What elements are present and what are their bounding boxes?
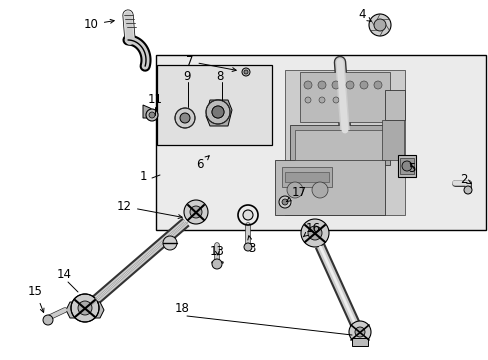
Circle shape (243, 210, 252, 220)
Circle shape (279, 196, 290, 208)
Bar (299, 72, 389, 122)
Text: 4: 4 (357, 8, 370, 21)
Bar (274, 160, 384, 215)
Circle shape (149, 112, 155, 118)
Circle shape (311, 182, 327, 198)
Bar (381, 120, 403, 160)
Text: 15: 15 (28, 285, 44, 312)
Circle shape (190, 206, 202, 218)
Circle shape (348, 321, 370, 343)
Circle shape (282, 199, 287, 205)
Text: 7: 7 (185, 55, 236, 72)
Text: 11: 11 (148, 93, 163, 106)
Circle shape (331, 81, 339, 89)
Circle shape (146, 109, 158, 121)
Circle shape (212, 106, 224, 118)
Text: 8: 8 (216, 70, 223, 83)
Bar (285, 70, 404, 215)
Circle shape (318, 97, 325, 103)
Bar (285, 172, 328, 182)
Polygon shape (205, 100, 231, 126)
Circle shape (359, 81, 367, 89)
Circle shape (163, 236, 177, 250)
Circle shape (78, 301, 92, 315)
Text: 9: 9 (183, 70, 190, 83)
Bar (157, 65, 271, 145)
Circle shape (346, 81, 353, 89)
Text: 3: 3 (247, 236, 255, 255)
Circle shape (305, 97, 310, 103)
Circle shape (205, 100, 229, 124)
Circle shape (242, 68, 249, 76)
Circle shape (212, 259, 222, 269)
Text: 6: 6 (196, 156, 209, 171)
Bar (397, 155, 415, 177)
Circle shape (244, 70, 247, 74)
Bar (294, 130, 384, 160)
Text: 10: 10 (84, 18, 114, 31)
Bar (399, 158, 413, 174)
Circle shape (332, 97, 338, 103)
Polygon shape (66, 302, 104, 318)
Circle shape (401, 161, 411, 171)
Circle shape (373, 81, 381, 89)
Bar (351, 338, 367, 346)
Text: 5: 5 (407, 162, 414, 175)
Circle shape (368, 14, 390, 36)
Circle shape (286, 182, 303, 198)
Bar (384, 90, 404, 120)
Bar (156, 55, 485, 230)
Text: 1: 1 (140, 170, 147, 183)
Text: 18: 18 (175, 302, 189, 315)
Text: 14: 14 (57, 268, 72, 281)
Bar (289, 125, 389, 165)
Circle shape (373, 19, 385, 31)
Circle shape (71, 294, 99, 322)
Bar (282, 167, 331, 187)
Circle shape (307, 226, 321, 240)
Circle shape (180, 113, 190, 123)
Circle shape (43, 315, 53, 325)
Text: 2: 2 (459, 173, 470, 186)
Circle shape (183, 200, 207, 224)
Circle shape (301, 219, 328, 247)
Circle shape (354, 327, 364, 337)
Circle shape (212, 106, 224, 118)
Text: 17: 17 (286, 186, 306, 202)
Circle shape (304, 81, 311, 89)
Text: 13: 13 (209, 245, 224, 258)
Text: 12: 12 (117, 200, 182, 219)
Circle shape (317, 81, 325, 89)
Polygon shape (142, 105, 155, 118)
Text: 16: 16 (303, 222, 320, 237)
Circle shape (244, 243, 251, 251)
Circle shape (175, 108, 195, 128)
Circle shape (463, 186, 471, 194)
